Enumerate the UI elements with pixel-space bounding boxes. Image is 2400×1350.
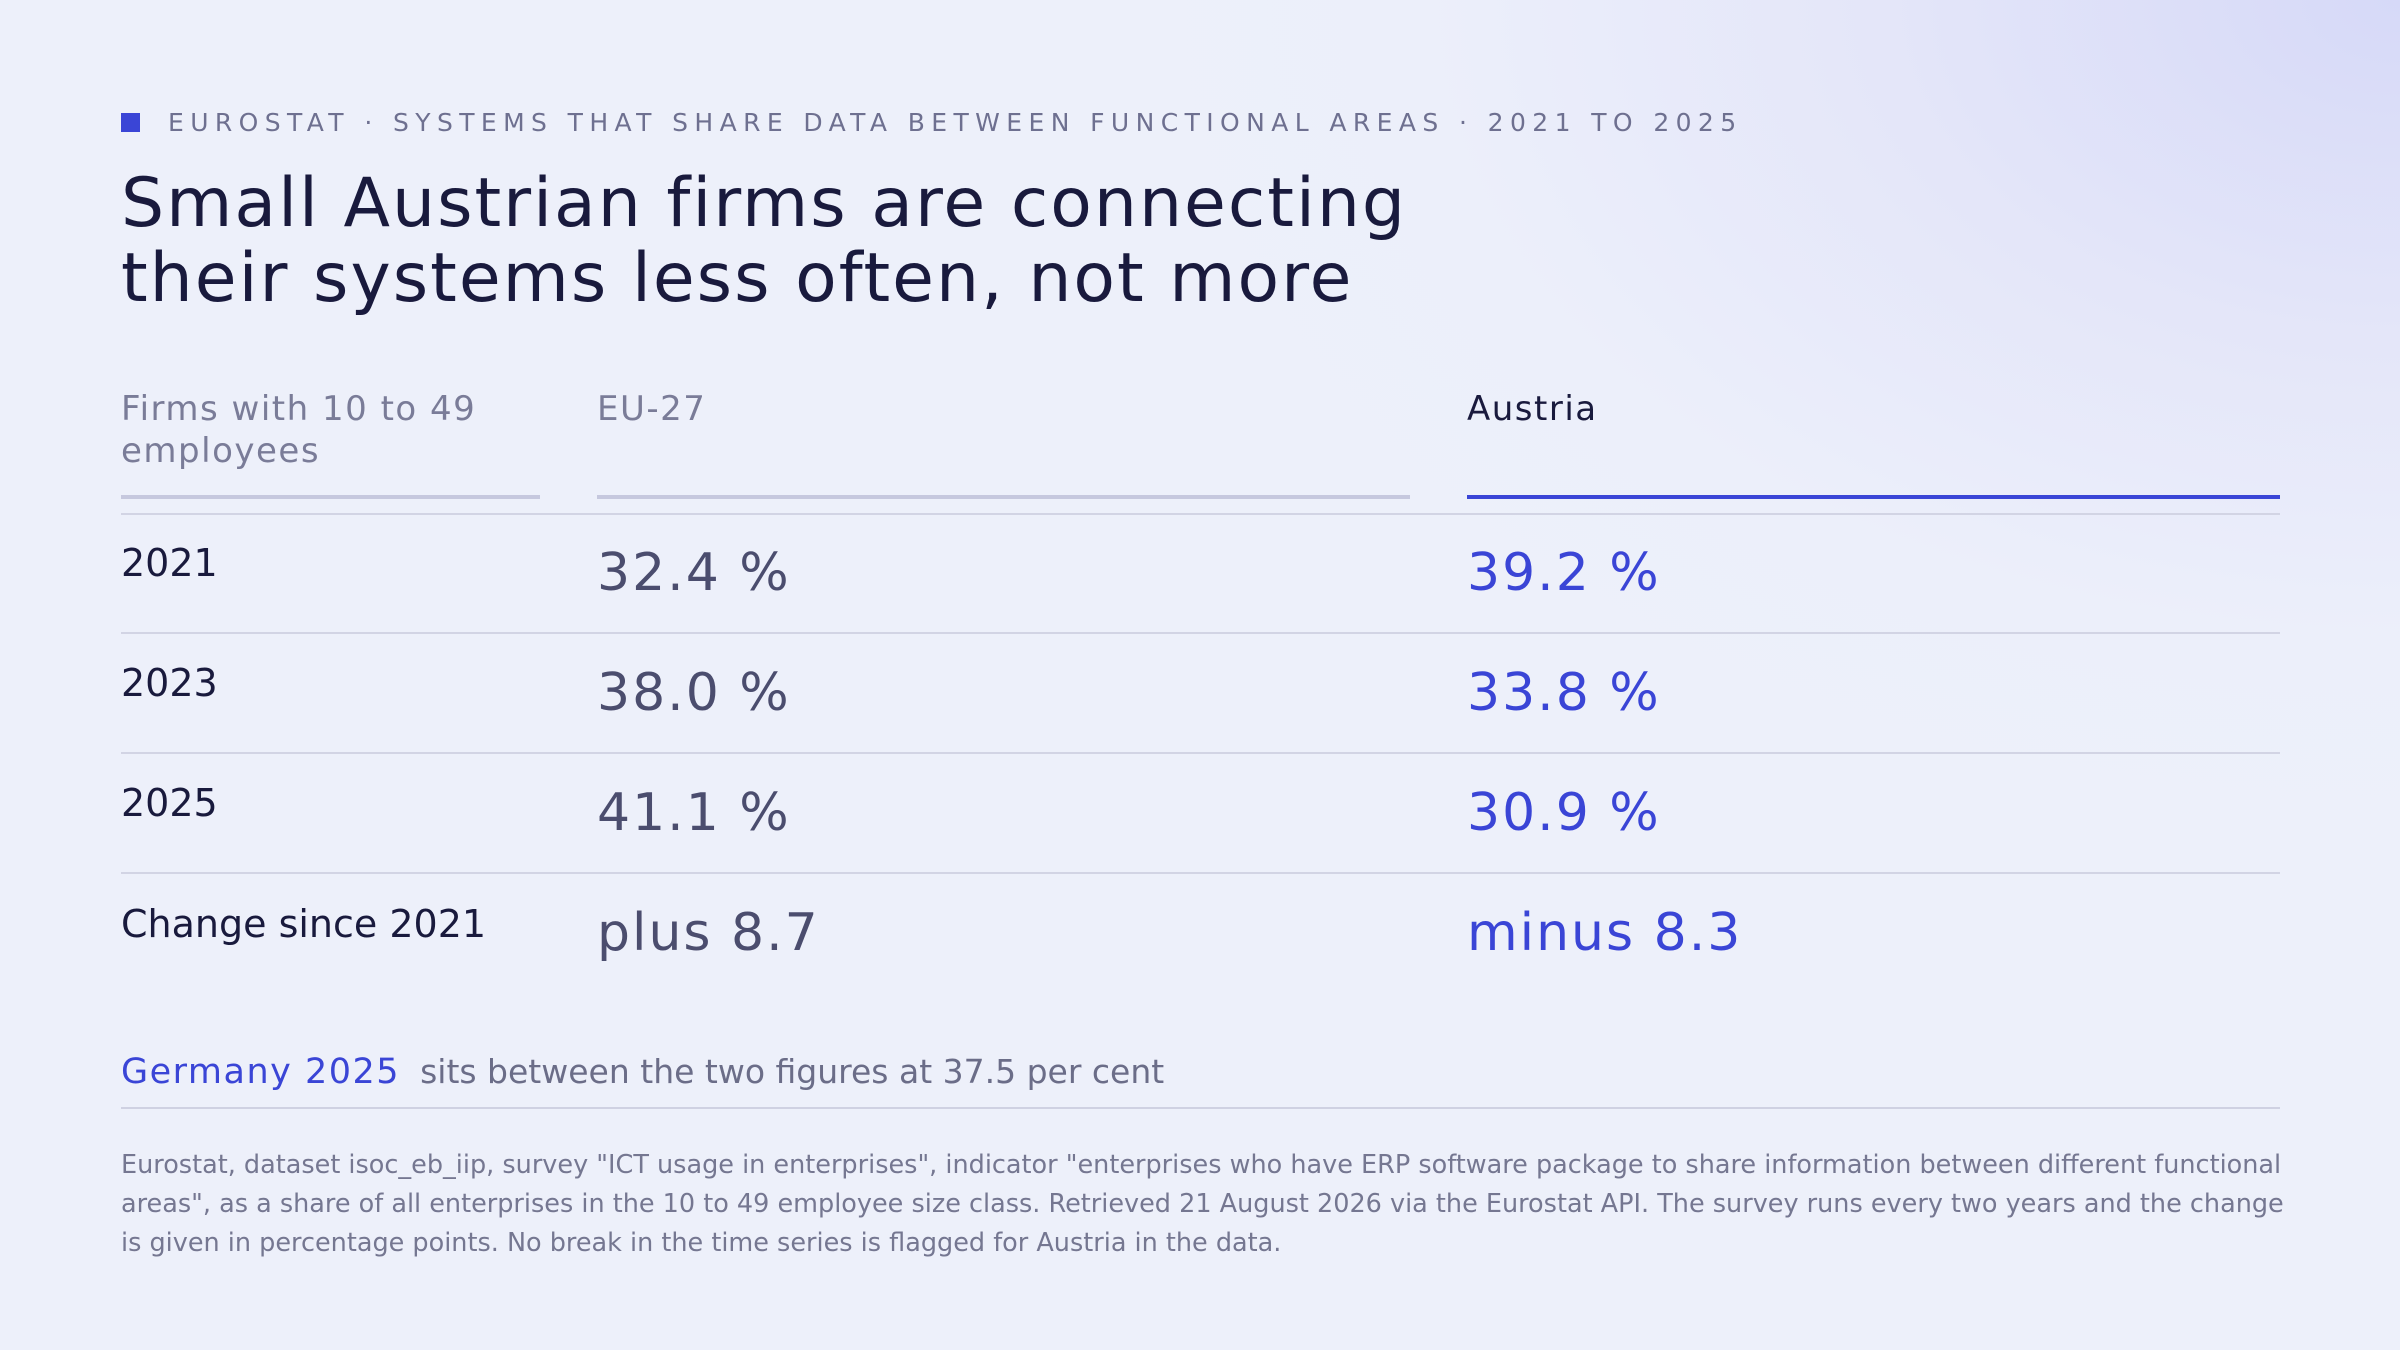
row-label-2021: 2021 <box>121 541 218 585</box>
row-separator <box>121 752 2280 754</box>
germany-note-emphasis: Germany 2025 <box>121 1052 401 1092</box>
germany-note-text: sits between the two figures at 37.5 per… <box>420 1052 1165 1091</box>
eyebrow: EUROSTAT · SYSTEMS THAT SHARE DATA BETWE… <box>121 104 1743 140</box>
header-rule-label <box>121 495 540 499</box>
cell-eu-2025: 41.1 % <box>597 783 791 843</box>
header-rule-austria <box>1467 495 2280 499</box>
row-label-2023: 2023 <box>121 661 218 705</box>
column-header-eu: EU-27 <box>597 389 707 429</box>
row-separator <box>121 632 2280 634</box>
note-divider <box>121 1107 2280 1109</box>
row-separator <box>121 513 2280 515</box>
cell-eu-change: plus 8.7 <box>597 903 820 963</box>
source-note: Eurostat, dataset isoc_eb_iip, survey "I… <box>121 1150 2284 1258</box>
row-label-change: Change since 2021 <box>121 902 487 946</box>
cell-eu-2021: 32.4 % <box>597 543 791 603</box>
eyebrow-text: EUROSTAT · SYSTEMS THAT SHARE DATA BETWE… <box>168 107 1743 137</box>
eyebrow-square-icon <box>121 112 140 132</box>
cell-austria-2025: 30.9 % <box>1467 783 1661 843</box>
page-title: Small Austrian firms are connecting thei… <box>121 166 1721 316</box>
germany-note: Germany 2025 sits between the two figure… <box>121 1052 1164 1092</box>
header-rule-eu <box>597 495 1410 499</box>
cell-austria-change: minus 8.3 <box>1467 903 1743 963</box>
column-header-label: Firms with 10 to 49 employees <box>121 389 477 471</box>
cell-austria-2021: 39.2 % <box>1467 543 1661 603</box>
cell-austria-2023: 33.8 % <box>1467 663 1661 723</box>
title-line-2: their systems less often, not more <box>121 239 1354 318</box>
cell-eu-2023: 38.0 % <box>597 663 791 723</box>
row-label-2025: 2025 <box>121 781 218 825</box>
column-header-austria: Austria <box>1467 389 1598 429</box>
row-separator <box>121 872 2280 874</box>
title-line-1: Small Austrian firms are connecting <box>121 164 1408 243</box>
